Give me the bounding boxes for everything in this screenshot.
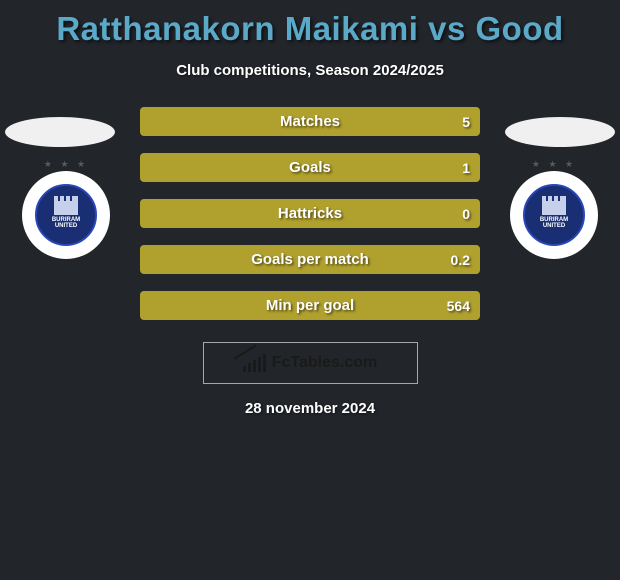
title-opponent: Good	[476, 10, 564, 47]
crest-inner: BURIRAM UNITED	[35, 184, 97, 246]
stat-value-right: 0.2	[451, 252, 470, 268]
castle-icon	[542, 201, 566, 215]
comparison-title: Ratthanakorn Maikami vs Good	[0, 0, 620, 48]
crest-stars-icon: ★ ★ ★	[44, 159, 88, 170]
brand-box: FcTables.com	[203, 342, 418, 384]
stat-label: Min per goal	[140, 297, 480, 314]
stat-value-right: 1	[462, 160, 470, 176]
stat-value-right: 5	[462, 114, 470, 130]
comparison-panel: ★ ★ ★ BURIRAM UNITED ★ ★ ★ BURIRAM UNITE…	[0, 107, 620, 320]
player-marker-right	[505, 117, 615, 147]
stat-row: Matches5	[140, 107, 480, 136]
crest-stars-icon: ★ ★ ★	[532, 159, 576, 170]
player-marker-left	[5, 117, 115, 147]
stat-value-right: 0	[462, 206, 470, 222]
crest-inner: BURIRAM UNITED	[523, 184, 585, 246]
title-vs: vs	[428, 10, 466, 47]
castle-icon	[54, 201, 78, 215]
stat-value-right: 564	[447, 298, 470, 314]
title-player: Ratthanakorn Maikami	[56, 10, 418, 47]
club-crest-left: ★ ★ ★ BURIRAM UNITED	[22, 171, 110, 259]
stat-label: Hattricks	[140, 205, 480, 222]
crest-line2: UNITED	[55, 223, 77, 229]
subtitle: Club competitions, Season 2024/2025	[0, 62, 620, 79]
stat-rows: Matches5Goals1Hattricks0Goals per match0…	[140, 107, 480, 320]
crest-line2: UNITED	[543, 223, 565, 229]
stat-label: Goals	[140, 159, 480, 176]
stat-label: Goals per match	[140, 251, 480, 268]
stat-row: Hattricks0	[140, 199, 480, 228]
brand-text: FcTables.com	[272, 354, 378, 372]
stat-row: Min per goal564	[140, 291, 480, 320]
bar-chart-icon	[243, 354, 266, 372]
stat-label: Matches	[140, 113, 480, 130]
stat-row: Goals per match0.2	[140, 245, 480, 274]
date-text: 28 november 2024	[0, 400, 620, 417]
club-crest-right: ★ ★ ★ BURIRAM UNITED	[510, 171, 598, 259]
stat-row: Goals1	[140, 153, 480, 182]
